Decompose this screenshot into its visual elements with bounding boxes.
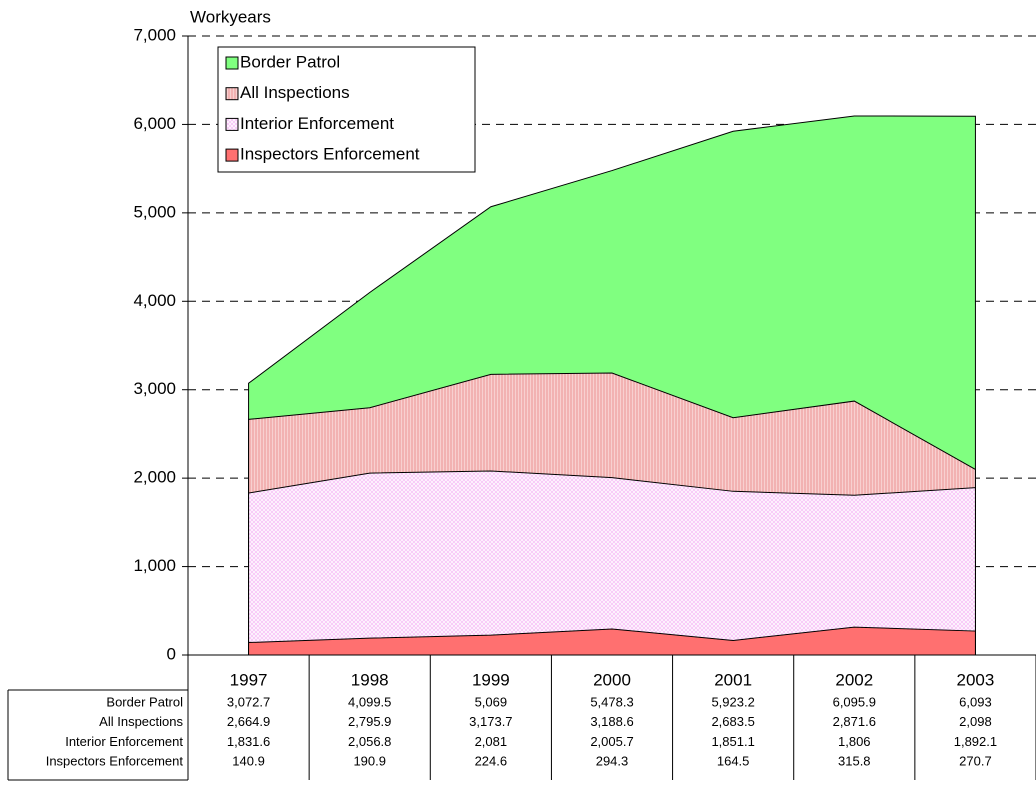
y-tick-label: 0 (167, 644, 176, 663)
table-cell: 2,664.9 (227, 714, 270, 729)
y-tick-label: 3,000 (133, 379, 176, 398)
x-tick-label: 2000 (593, 670, 631, 689)
table-cell: 315.8 (838, 754, 871, 769)
legend-swatch (225, 87, 239, 101)
table-cell: 2,056.8 (348, 734, 391, 749)
y-tick-label: 5,000 (133, 202, 176, 221)
table-cell: 5,478.3 (590, 694, 633, 709)
table-cell: 190.9 (353, 754, 386, 769)
table-cell: 6,093 (959, 694, 992, 709)
area (248, 626, 976, 656)
y-tick-label: 2,000 (133, 468, 176, 487)
table-cell: 1,806 (838, 734, 871, 749)
x-tick-label: 2002 (835, 670, 873, 689)
table-cell: 2,081 (475, 734, 508, 749)
x-tick-label: 1998 (351, 670, 389, 689)
table-cell: 270.7 (959, 754, 992, 769)
table-cell: 5,923.2 (711, 694, 754, 709)
legend-label: Interior Enforcement (240, 114, 394, 133)
table-row-label: Inspectors Enforcement (46, 754, 184, 769)
table-row-label: Border Patrol (106, 694, 183, 709)
legend-label: Border Patrol (240, 52, 340, 71)
table-cell: 3,072.7 (227, 694, 270, 709)
y-axis-label: Workyears (190, 7, 271, 26)
table-cell: 2,795.9 (348, 714, 391, 729)
table-cell: 140.9 (232, 754, 265, 769)
table-cell: 5,069 (475, 694, 508, 709)
table-cell: 1,892.1 (954, 734, 997, 749)
x-tick-label: 2001 (714, 670, 752, 689)
area (248, 470, 976, 656)
legend-label: Inspectors Enforcement (240, 145, 420, 164)
table-cell: 1,851.1 (711, 734, 754, 749)
table-row-label: Interior Enforcement (65, 734, 183, 749)
table-cell: 294.3 (596, 754, 629, 769)
table-cell: 2,871.6 (833, 714, 876, 729)
y-tick-label: 1,000 (133, 556, 176, 575)
table-row-label: All Inspections (99, 714, 183, 729)
table-cell: 224.6 (475, 754, 508, 769)
y-tick-label: 4,000 (133, 291, 176, 310)
legend-swatch (225, 148, 239, 162)
table-cell: 2,098 (959, 714, 992, 729)
table-cell: 164.5 (717, 754, 750, 769)
legend-swatch (225, 56, 239, 70)
table-cell: 1,831.6 (227, 734, 270, 749)
x-tick-label: 1997 (230, 670, 268, 689)
legend-label: All Inspections (240, 83, 350, 102)
table-cell: 2,005.7 (590, 734, 633, 749)
table-cell: 6,095.9 (833, 694, 876, 709)
table-cell: 3,188.6 (590, 714, 633, 729)
legend-swatch (225, 117, 239, 131)
x-tick-label: 2003 (957, 670, 995, 689)
y-tick-label: 6,000 (133, 114, 176, 133)
table-cell: 4,099.5 (348, 694, 391, 709)
x-tick-label: 1999 (472, 670, 510, 689)
table-cell: 2,683.5 (711, 714, 754, 729)
table-cell: 3,173.7 (469, 714, 512, 729)
legend-box (217, 46, 476, 173)
y-tick-label: 7,000 (133, 25, 176, 44)
